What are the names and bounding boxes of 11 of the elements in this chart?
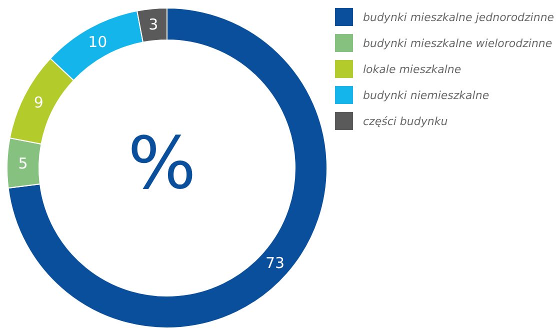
legend-label: budynki mieszkalne wielorodzinne	[363, 36, 552, 50]
legend-label: lokale mieszkalne	[363, 62, 462, 76]
text: %	[128, 121, 196, 205]
data-label: 10	[88, 32, 108, 51]
legend-label: budynki niemieszkalne	[363, 88, 490, 102]
data-label: 5	[18, 154, 28, 172]
legend-label: budynki mieszkalne jednorodzinne	[363, 10, 554, 24]
legend-label: części budynku	[363, 114, 448, 128]
data-label: 3	[148, 16, 158, 34]
data-label: 73	[265, 254, 285, 272]
data-label: 9	[34, 94, 44, 112]
